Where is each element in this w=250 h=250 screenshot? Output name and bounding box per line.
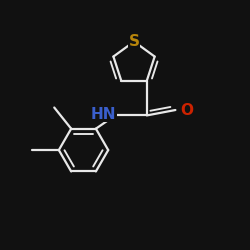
Text: HN: HN <box>91 107 116 122</box>
Text: S: S <box>128 34 140 49</box>
Text: O: O <box>180 102 193 118</box>
